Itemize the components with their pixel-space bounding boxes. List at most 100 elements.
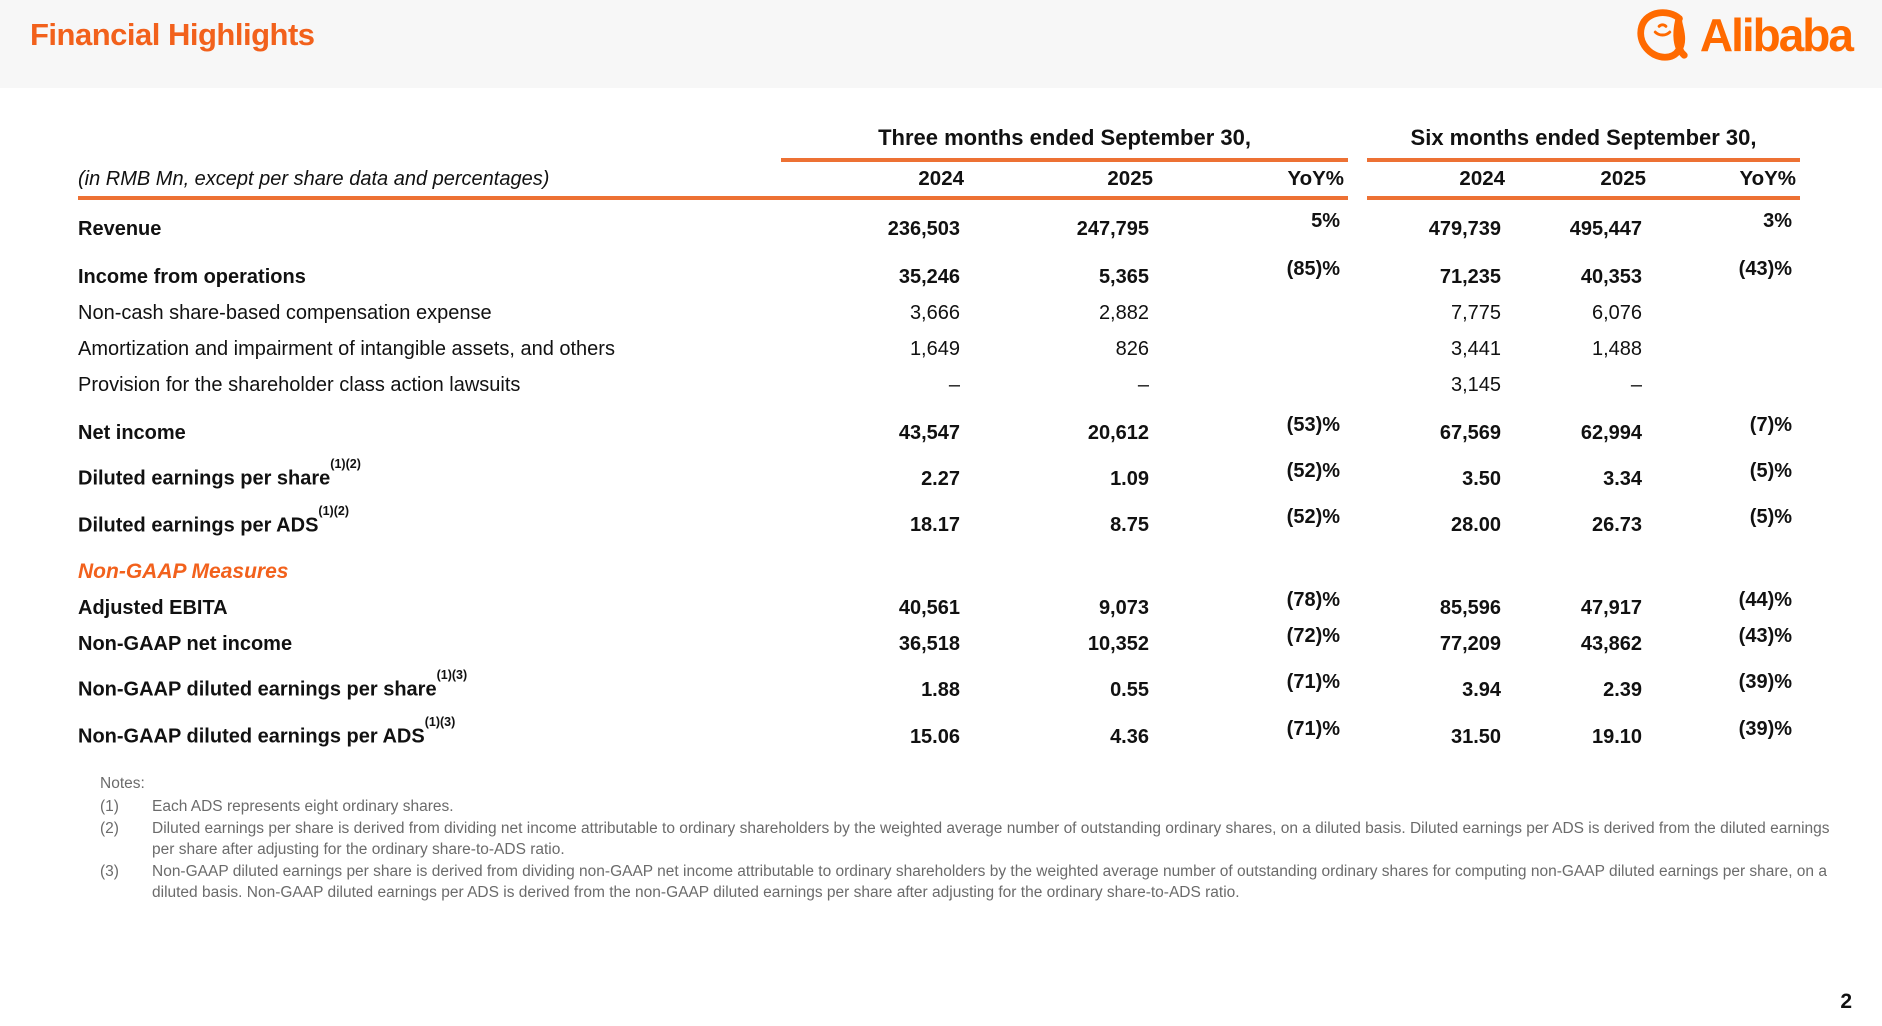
note-number: (2) [100, 819, 119, 837]
value-text: 15.06 [909, 725, 960, 748]
yoy-value: 3% [1650, 198, 1800, 244]
yoy-value [1157, 328, 1348, 364]
row-label: Non-GAAP diluted earnings per ADS(1)(3) [78, 706, 781, 753]
value-text: (39)% [1738, 717, 1793, 740]
value-text: 47,917 [1580, 597, 1643, 620]
table-row: Revenue 236,503 247,795 5% 479,739 495,447 3% [78, 198, 1800, 244]
table-row: Adjusted EBITA 40,561 9,073 (78)% 85,596 47,9… [78, 587, 1800, 623]
value-text: 6,076 [1591, 302, 1643, 324]
value-cell: 5,365 [968, 244, 1157, 292]
col-header-2024: 2024 [1367, 160, 1510, 200]
value-cell: 9,073 [968, 587, 1157, 623]
note-text: Non-GAAP diluted earnings per share is d… [152, 862, 1827, 901]
value-cell: 3.34 [1509, 448, 1650, 495]
col-header-yoy: YoY% [1157, 160, 1349, 200]
value-text: 31.50 [1450, 725, 1502, 748]
yoy-value: (53)% [1157, 400, 1348, 448]
table-head: Three months ended September 30, Six mon… [78, 108, 1801, 200]
value-cell: 71,235 [1367, 244, 1509, 292]
yoy-value: (78)% [1157, 587, 1348, 623]
value-text: 236,503 [887, 218, 960, 240]
value-text: 67,569 [1439, 422, 1502, 444]
section-header-row: Non-GAAP Measures [78, 541, 1800, 587]
row-label: Non-GAAP diluted earnings per share(1)(3… [78, 659, 781, 706]
column-gap [1348, 659, 1367, 706]
row-label-text: Revenue [78, 218, 162, 240]
value-text: 10,352 [1087, 633, 1149, 656]
footnote-ref: (1)(3) [436, 668, 468, 683]
column-header-row: (in RMB Mn, except per share data and pe… [78, 160, 1801, 200]
value-cell: 15.06 [781, 706, 968, 753]
column-gap [1348, 108, 1367, 160]
row-label-text: Non-cash share-based compensation expens… [78, 302, 492, 324]
value-cell: 479,739 [1367, 198, 1509, 244]
col-header-2025: 2025 [1509, 160, 1651, 200]
table-row: Non-GAAP net income 36,518 10,352 (72)% 77,2… [78, 623, 1800, 659]
value-cell: 6,076 [1509, 292, 1650, 328]
value-text: (39)% [1738, 670, 1793, 693]
value-text: 71,235 [1439, 266, 1502, 288]
row-label-text: Non-GAAP net income [78, 633, 293, 656]
value-text: (78)% [1286, 589, 1341, 612]
value-text: 4.36 [1110, 725, 1149, 748]
row-label-text: Adjusted EBITA [78, 597, 228, 620]
yoy-value: (5)% [1650, 495, 1800, 542]
value-cell: 3.94 [1367, 659, 1509, 706]
table-row: Provision for the shareholder class acti… [78, 364, 1800, 400]
value-cell: 7,775 [1367, 292, 1509, 328]
value-cell: – [781, 364, 968, 400]
value-cell: 1.88 [781, 659, 968, 706]
yoy-value: (71)% [1157, 659, 1348, 706]
value-cell: 35,246 [781, 244, 968, 292]
note-number: (3) [100, 862, 119, 880]
yoy-value: (39)% [1650, 706, 1800, 753]
value-text: 43,862 [1580, 633, 1643, 656]
table-row: Amortization and impairment of intangibl… [78, 328, 1800, 364]
yoy-value: (72)% [1157, 623, 1348, 659]
yoy-value [1650, 292, 1800, 328]
row-label-text: Non-GAAP diluted earnings per share [78, 678, 437, 701]
row-label: Revenue [78, 198, 781, 244]
column-gap [1348, 244, 1367, 292]
empty-corner-cell [78, 108, 781, 160]
value-cell: 62,994 [1509, 400, 1650, 448]
page-title: Financial Highlights [30, 17, 315, 52]
value-text: 3.50 [1462, 467, 1502, 490]
column-gap [1348, 495, 1367, 542]
yoy-value: (85)% [1157, 244, 1348, 292]
value-text: 2.39 [1603, 678, 1643, 701]
value-cell: 4.36 [968, 706, 1157, 753]
column-gap [1348, 587, 1367, 623]
value-cell: 40,353 [1509, 244, 1650, 292]
value-text: 26.73 [1591, 514, 1643, 537]
column-gap [1348, 706, 1367, 753]
table-body: Revenue 236,503 247,795 5% 479,739 495,447 3% I… [78, 198, 1800, 753]
value-text: (52)% [1286, 459, 1341, 482]
value-text: 3.94 [1462, 678, 1502, 701]
column-gap [1348, 328, 1367, 364]
value-cell: 85,596 [1367, 587, 1509, 623]
col-header-2025: 2025 [968, 160, 1157, 200]
value-text: 3,666 [909, 302, 960, 324]
value-cell: 2,882 [968, 292, 1157, 328]
row-label: Net income [78, 400, 781, 448]
row-label: Diluted earnings per share(1)(2) [78, 448, 781, 495]
header-bar: Financial Highlights Alibaba [0, 0, 1882, 88]
value-text: 62,994 [1580, 422, 1643, 444]
value-text: 7,775 [1450, 302, 1502, 324]
yoy-value: (71)% [1157, 706, 1348, 753]
col-header-yoy: YoY% [1650, 160, 1801, 200]
value-cell: 40,561 [781, 587, 968, 623]
value-text: 5% [1311, 210, 1341, 232]
value-text: 19.10 [1591, 725, 1643, 748]
value-text: 77,209 [1439, 633, 1502, 656]
yoy-value [1650, 328, 1800, 364]
value-text: 247,795 [1076, 218, 1149, 240]
yoy-value: (39)% [1650, 659, 1800, 706]
value-text: – [948, 374, 960, 396]
alibaba-logo: Alibaba [1634, 6, 1854, 64]
value-cell: 77,209 [1367, 623, 1509, 659]
value-text: – [1137, 374, 1149, 396]
value-text: 1.88 [921, 678, 960, 701]
column-gap [1348, 400, 1367, 448]
